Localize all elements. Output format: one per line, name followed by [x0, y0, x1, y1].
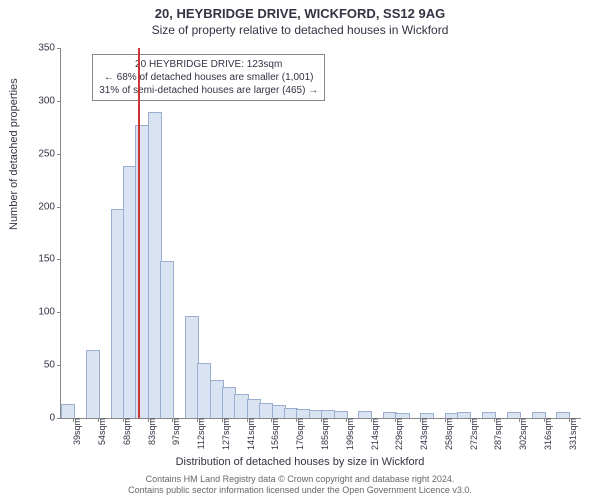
footer: Contains HM Land Registry data © Crown c…	[0, 474, 600, 497]
info-line-1: 20 HEYBRIDGE DRIVE: 123sqm	[99, 58, 318, 71]
y-tick-mark	[57, 365, 61, 366]
y-tick-mark	[57, 418, 61, 419]
x-axis-label: Distribution of detached houses by size …	[0, 456, 600, 468]
x-tick-label: 185sqm	[318, 418, 330, 450]
y-tick-mark	[57, 154, 61, 155]
x-tick-label: 170sqm	[293, 418, 305, 450]
histogram-bar	[334, 411, 348, 418]
x-tick-label: 156sqm	[268, 418, 280, 450]
chart-title: 20, HEYBRIDGE DRIVE, WICKFORD, SS12 9AG	[0, 0, 600, 21]
histogram-bar	[358, 411, 372, 418]
info-line-2: ← 68% of detached houses are smaller (1,…	[99, 71, 318, 84]
chart-subtitle: Size of property relative to detached ho…	[0, 21, 600, 37]
info-line-3: 31% of semi-detached houses are larger (…	[99, 84, 318, 97]
x-tick-label: 229sqm	[392, 418, 404, 450]
x-tick-label: 127sqm	[219, 418, 231, 450]
x-tick-label: 54sqm	[95, 418, 107, 445]
footer-line-2: Contains public sector information licen…	[0, 485, 600, 497]
x-tick-label: 141sqm	[244, 418, 256, 450]
y-tick-mark	[57, 207, 61, 208]
x-tick-label: 83sqm	[145, 418, 157, 445]
x-tick-label: 302sqm	[516, 418, 528, 450]
x-tick-label: 39sqm	[70, 418, 82, 445]
property-marker-line	[138, 48, 140, 418]
x-tick-label: 287sqm	[491, 418, 503, 450]
y-tick-mark	[57, 101, 61, 102]
footer-line-1: Contains HM Land Registry data © Crown c…	[0, 474, 600, 486]
x-tick-label: 272sqm	[467, 418, 479, 450]
info-box: 20 HEYBRIDGE DRIVE: 123sqm ← 68% of deta…	[92, 54, 325, 101]
histogram-bar	[61, 404, 75, 418]
y-axis-label: Number of detached properties	[8, 78, 20, 230]
x-tick-label: 112sqm	[194, 418, 206, 449]
y-tick-mark	[57, 48, 61, 49]
x-tick-label: 258sqm	[442, 418, 454, 450]
y-tick-mark	[57, 259, 61, 260]
x-tick-label: 214sqm	[368, 418, 380, 450]
x-tick-label: 243sqm	[417, 418, 429, 450]
plot-area: 20 HEYBRIDGE DRIVE: 123sqm ← 68% of deta…	[60, 48, 581, 419]
x-tick-label: 199sqm	[343, 418, 355, 450]
histogram-bar	[86, 350, 100, 418]
chart-container: 20, HEYBRIDGE DRIVE, WICKFORD, SS12 9AG …	[0, 0, 600, 500]
x-tick-label: 331sqm	[566, 418, 578, 450]
x-tick-label: 316sqm	[541, 418, 553, 450]
histogram-bar	[160, 261, 174, 418]
x-tick-label: 97sqm	[169, 418, 181, 445]
x-tick-label: 68sqm	[120, 418, 132, 445]
y-tick-mark	[57, 312, 61, 313]
